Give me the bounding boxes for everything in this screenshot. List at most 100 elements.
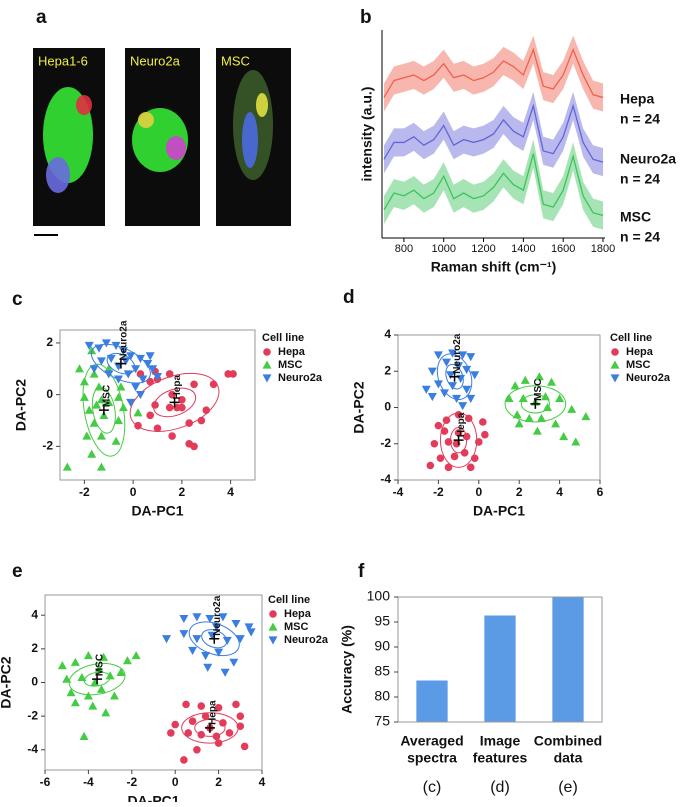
centroid [115, 358, 126, 369]
x-sublabel: (e) [558, 779, 578, 796]
point [83, 651, 93, 660]
series-count: n = 24 [620, 111, 660, 127]
point [231, 620, 241, 629]
point [178, 403, 186, 412]
legend-label: Neuro2a [626, 372, 671, 384]
point [104, 397, 114, 407]
point [551, 419, 561, 428]
x-sublabel: (c) [423, 779, 442, 796]
point [126, 398, 136, 407]
point [165, 403, 174, 412]
point [534, 372, 544, 381]
centroid-label: Hepa [456, 412, 467, 437]
centroid [453, 435, 464, 446]
point [581, 412, 591, 421]
point [466, 353, 476, 362]
bar [552, 597, 584, 722]
confidence-ellipse [106, 352, 136, 375]
confidence-ellipse [152, 387, 197, 418]
point [101, 339, 111, 348]
point [444, 463, 453, 472]
point [209, 380, 218, 389]
x-tick-label: 1200 [471, 243, 495, 255]
x-tick-label: 1000 [431, 243, 455, 255]
point [440, 427, 449, 435]
x-tick-label: -2 [126, 775, 137, 789]
x-tick-label: 4 [556, 485, 563, 499]
point [75, 364, 84, 373]
confidence-ellipse [90, 343, 151, 384]
confidence-ellipse [188, 621, 240, 657]
x-tick-label: 800 [395, 243, 413, 255]
point [203, 663, 213, 672]
point [454, 429, 463, 437]
point [148, 365, 158, 374]
point [462, 365, 472, 374]
legend-label: Neuro2a [284, 634, 329, 646]
point [518, 393, 528, 403]
point [121, 357, 131, 366]
panel-label: d [343, 287, 355, 308]
point [83, 691, 93, 700]
point [70, 698, 80, 707]
point [514, 419, 524, 428]
point [452, 394, 462, 403]
y-axis-label: DA-PC2 [13, 379, 29, 431]
point [430, 439, 439, 448]
point [146, 377, 154, 386]
x-tick-label: Averaged [400, 733, 463, 749]
point [190, 380, 198, 389]
centroid-label: Hepa [172, 375, 183, 400]
confidence-ellipse [181, 712, 239, 744]
series-label: Neuro2a [620, 151, 676, 167]
point [84, 405, 94, 414]
spectrum-band [383, 35, 604, 112]
point [240, 742, 249, 751]
confidence-ellipse [83, 671, 111, 687]
x-tick-label: 2 [516, 485, 523, 499]
spectrum-line [383, 153, 604, 217]
centroid [449, 371, 460, 382]
x-tick-label: 0 [475, 485, 482, 499]
centroid-label: Neuro2a [119, 320, 130, 360]
point [214, 648, 224, 657]
point [218, 613, 228, 622]
point [460, 449, 469, 457]
point [114, 416, 123, 425]
plot-frame [59, 329, 256, 481]
panel-label: c [12, 289, 23, 310]
point [188, 717, 197, 726]
point [96, 684, 106, 693]
point [126, 352, 136, 361]
x-tick-label: 1600 [551, 243, 575, 255]
centroid-label: Neuro2a [452, 333, 463, 373]
point [466, 394, 476, 403]
point [481, 430, 489, 439]
point [123, 370, 133, 379]
point [131, 651, 141, 660]
point [66, 688, 76, 697]
point [532, 426, 542, 435]
point [510, 381, 520, 390]
point [111, 436, 121, 445]
x-tick-label: -4 [393, 485, 404, 499]
point [450, 452, 459, 461]
y-tick-label: 90 [374, 638, 390, 654]
y-tick-label: -4 [27, 742, 38, 756]
spectrum-line [383, 47, 604, 99]
x-axis-label: DA-PC1 [473, 503, 525, 519]
point [138, 375, 148, 384]
confidence-ellipse [436, 353, 473, 401]
point [122, 656, 132, 665]
confidence-ellipse [439, 412, 478, 468]
point [105, 671, 115, 680]
legend-marker [269, 610, 277, 618]
y-tick-label: 80 [374, 688, 390, 704]
point [178, 396, 186, 404]
plot-frame [44, 594, 263, 771]
point [232, 700, 240, 709]
point [220, 668, 230, 677]
confidence-ellipse [129, 372, 220, 432]
centroid-label: MSC [95, 654, 106, 676]
